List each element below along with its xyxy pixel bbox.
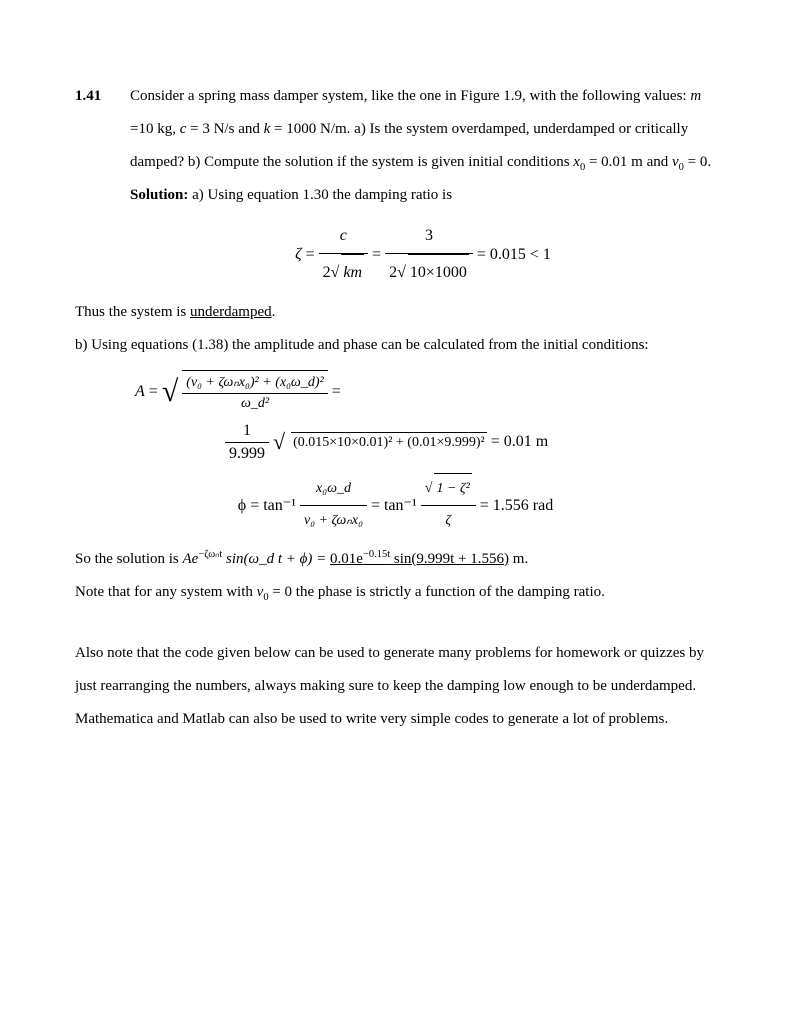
- coef: 2: [389, 264, 397, 281]
- numerator: 1: [225, 420, 269, 443]
- problem-number: 1.41: [75, 80, 130, 113]
- sqrt-sign: √: [273, 427, 285, 458]
- zeta-symbol: ζ: [295, 237, 301, 272]
- problem-block: 1.41 Consider a spring mass damper syste…: [75, 80, 716, 736]
- solution-label: Solution:: [130, 187, 188, 203]
- fraction-2: 3 2√10×1000: [385, 218, 473, 290]
- equation-zeta: ζ = c 2√km = 3 2√10×1000 = 0.015 < 1: [130, 218, 716, 290]
- text: .: [272, 304, 276, 320]
- denominator: v₀ + ζωₙx₀: [300, 506, 367, 537]
- text: So the solution is: [75, 551, 183, 567]
- equals: =: [149, 381, 158, 403]
- sin-expr-2: sin(9.999t + 1.556): [390, 551, 509, 567]
- sqrt-sign: √: [331, 264, 340, 281]
- text: = 0 the phase is strictly a function of …: [269, 584, 605, 600]
- big-sqrt-icon: √: [162, 377, 178, 407]
- text: a) Using equation 1.30 the damping ratio…: [188, 187, 452, 203]
- sqrt-sign: √: [425, 481, 433, 496]
- tan-inv: = tan⁻¹: [250, 488, 296, 523]
- tan-inv-2: = tan⁻¹: [371, 488, 417, 523]
- numerator: x₀ω_d: [300, 474, 367, 506]
- fraction-1: c 2√km: [319, 218, 368, 290]
- numerator: (v₀ + ζωₙx₀)² + (x₀ω_d)²: [182, 373, 327, 394]
- denominator: 9.999: [225, 443, 269, 465]
- phi-symbol: ϕ: [238, 488, 246, 523]
- result: = 0.015 < 1: [477, 237, 551, 272]
- denominator: 2√km: [319, 254, 368, 290]
- var-v0: v: [672, 154, 679, 170]
- equals-tail: =: [332, 381, 341, 403]
- part-b-intro: b) Using equations (1.38) the amplitude …: [75, 329, 716, 362]
- coef-frac: 1 9.999: [225, 420, 269, 466]
- equals: =: [372, 237, 381, 272]
- expr-lhs: Ae: [183, 551, 199, 567]
- text: Note that for any system with: [75, 584, 257, 600]
- equation-amplitude: A = √ (v₀ + ζωₙx₀)² + (x₀ω_d)² ω_d² = 1 …: [75, 370, 716, 465]
- denominator: ζ: [421, 506, 476, 537]
- problem-body: Consider a spring mass damper system, li…: [130, 80, 716, 736]
- note-2: Also note that the code given below can …: [75, 637, 716, 736]
- text: = 0.: [684, 154, 711, 170]
- sqrt-body: 1 − ζ²: [434, 473, 471, 505]
- conclusion-a: Thus the system is underdamped.: [75, 296, 716, 329]
- note-1: Note that for any system with v0 = 0 the…: [75, 576, 716, 609]
- result-underlined: 0.01e−0.15t sin(9.999t + 1.556): [330, 551, 509, 567]
- solution-part-a: Solution: a) Using equation 1.30 the dam…: [130, 179, 716, 212]
- numerator: 3: [385, 218, 473, 254]
- text: m.: [509, 551, 528, 567]
- numerator: √1 − ζ²: [421, 473, 476, 506]
- problem-statement: Consider a spring mass damper system, li…: [130, 80, 716, 179]
- text: = 0.01 m and: [585, 154, 672, 170]
- rhs-coef: 0.01e: [330, 551, 363, 567]
- A-symbol: A: [135, 381, 145, 403]
- sqrt-sign: √: [397, 264, 406, 281]
- underdamped-keyword: underdamped: [190, 304, 272, 320]
- equation-phase: ϕ = tan⁻¹ x₀ω_d v₀ + ζωₙx₀ = tan⁻¹ √1 − …: [75, 473, 716, 537]
- solution-expression: So the solution is Ae−ζωₙt sin(ω_d t + ϕ…: [75, 543, 716, 576]
- exponent-2: −0.15t: [363, 549, 390, 560]
- sqrt-body: (0.015×10×0.01)² + (0.01×9.999)²: [291, 432, 487, 453]
- sqrt-body: 10×1000: [408, 254, 469, 290]
- sqrt-body: km: [341, 254, 364, 290]
- sin-expr-1: sin(ω_d t + ϕ) =: [222, 551, 330, 567]
- text: Consider a spring mass damper system, li…: [130, 88, 690, 104]
- text: = 3 N/s and: [186, 121, 263, 137]
- var-x0: x: [573, 154, 580, 170]
- sqrt-fraction: (v₀ + ζωₙx₀)² + (x₀ω_d)² ω_d²: [182, 370, 327, 413]
- numerator: c: [319, 218, 368, 254]
- fraction-1: x₀ω_d v₀ + ζωₙx₀: [300, 474, 367, 537]
- exponent-1: −ζωₙt: [198, 549, 222, 560]
- denominator: ω_d²: [182, 394, 327, 414]
- coef: 2: [323, 264, 331, 281]
- fraction-2: √1 − ζ² ζ: [421, 473, 476, 537]
- equals: =: [306, 237, 315, 272]
- result: = 0.01 m: [491, 431, 548, 453]
- denominator: 2√10×1000: [385, 254, 473, 290]
- var-m: m: [690, 88, 701, 104]
- text: Thus the system is: [75, 304, 190, 320]
- result: = 1.556 rad: [480, 488, 553, 523]
- text: =10 kg,: [130, 121, 180, 137]
